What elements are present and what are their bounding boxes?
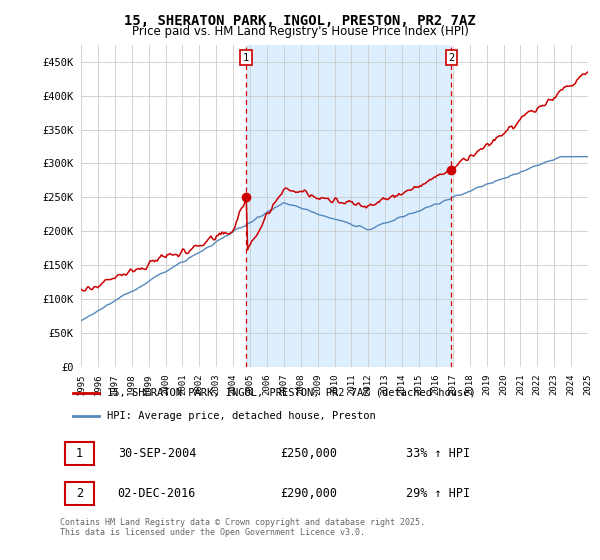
Bar (65, 482, 94, 505)
Text: 15, SHERATON PARK, INGOL, PRESTON, PR2 7AZ: 15, SHERATON PARK, INGOL, PRESTON, PR2 7… (124, 14, 476, 28)
Text: 33% ↑ HPI: 33% ↑ HPI (407, 447, 470, 460)
Text: 15, SHERATON PARK, INGOL, PRESTON, PR2 7AZ (detached house): 15, SHERATON PARK, INGOL, PRESTON, PR2 7… (107, 388, 476, 398)
Bar (65, 442, 94, 465)
Text: 1: 1 (242, 53, 249, 63)
Text: £290,000: £290,000 (281, 487, 337, 500)
Text: 30-SEP-2004: 30-SEP-2004 (118, 447, 196, 460)
Text: £250,000: £250,000 (281, 447, 337, 460)
Text: Price paid vs. HM Land Registry's House Price Index (HPI): Price paid vs. HM Land Registry's House … (131, 25, 469, 38)
Text: 1: 1 (76, 447, 83, 460)
Bar (246, 45, 451, 367)
Text: 02-DEC-2016: 02-DEC-2016 (118, 487, 196, 500)
Text: 2: 2 (448, 53, 455, 63)
Text: Contains HM Land Registry data © Crown copyright and database right 2025.
This d: Contains HM Land Registry data © Crown c… (60, 518, 425, 538)
Text: 2: 2 (76, 487, 83, 500)
Text: 29% ↑ HPI: 29% ↑ HPI (407, 487, 470, 500)
Text: HPI: Average price, detached house, Preston: HPI: Average price, detached house, Pres… (107, 411, 376, 421)
